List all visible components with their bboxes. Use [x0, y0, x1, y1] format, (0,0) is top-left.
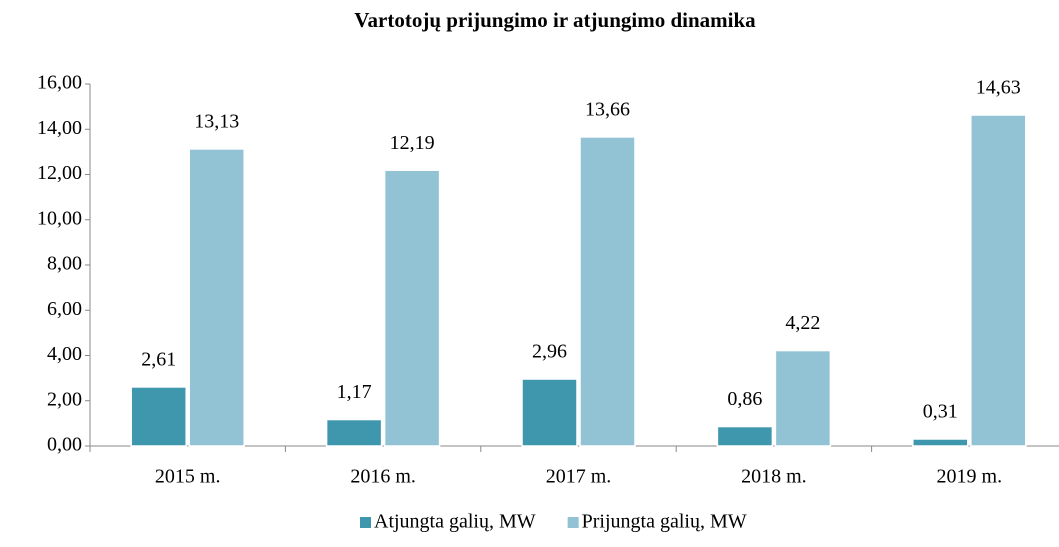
bar — [130, 386, 187, 447]
value-label: 2,96 — [532, 341, 567, 363]
value-label: 2,61 — [141, 349, 176, 371]
x-tick-label: 2019 m. — [937, 466, 1003, 488]
x-tick-label: 2017 m. — [546, 466, 612, 488]
y-tick-label: 6,00 — [47, 298, 82, 320]
x-tick-label: 2018 m. — [741, 466, 807, 488]
y-tick-label: 2,00 — [47, 388, 82, 410]
legend-label: Atjungta galių, MW — [374, 511, 536, 533]
value-label: 0,31 — [923, 401, 958, 423]
value-label: 0,86 — [727, 388, 762, 410]
bar — [521, 378, 578, 447]
value-label: 4,22 — [785, 312, 820, 334]
y-tick-label: 8,00 — [47, 253, 82, 275]
legend-label: Prijungta galių, MW — [582, 511, 747, 533]
value-label: 13,66 — [585, 99, 630, 121]
value-label: 1,17 — [337, 381, 372, 403]
chart-title: Vartotojų prijungimo ir atjungimo dinami… — [354, 8, 756, 32]
legend-swatch — [360, 517, 371, 528]
bar — [716, 425, 774, 447]
bar — [325, 418, 383, 447]
bar — [970, 114, 1027, 447]
value-label: 14,63 — [976, 77, 1021, 99]
y-tick-label: 10,00 — [37, 207, 82, 229]
y-tick-label: 14,00 — [37, 117, 82, 139]
x-tick-label: 2016 m. — [350, 466, 416, 488]
bar — [188, 148, 245, 447]
bar — [912, 438, 969, 447]
bar — [774, 349, 832, 447]
legend-swatch — [567, 517, 579, 528]
x-tick-label: 2015 m. — [155, 466, 221, 488]
y-tick-label: 12,00 — [37, 162, 82, 184]
bar — [383, 169, 441, 447]
y-tick-label: 0,00 — [47, 434, 82, 456]
y-tick-label: 16,00 — [37, 72, 82, 94]
value-label: 12,19 — [390, 132, 435, 154]
bar — [579, 136, 636, 447]
value-label: 13,13 — [194, 111, 239, 133]
y-tick-label: 4,00 — [47, 343, 82, 365]
